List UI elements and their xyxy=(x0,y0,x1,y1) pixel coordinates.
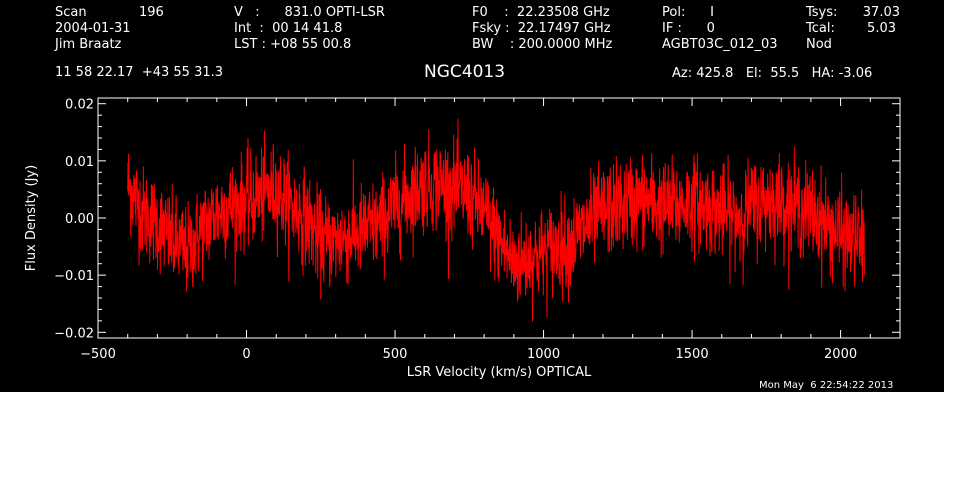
bandwidth-line: BW : 200.0000 MHz xyxy=(472,37,613,52)
integration-line: Int : 00 14 41.8 xyxy=(234,21,343,36)
y-tick-label: −0.01 xyxy=(54,269,94,284)
observer-name: Jim Braatz xyxy=(55,37,122,52)
spectrum-series-line xyxy=(127,118,865,322)
x-tick-label: 500 xyxy=(383,347,408,362)
y-tick-label: 0.00 xyxy=(65,212,94,227)
tcal-label: Tcal: xyxy=(806,21,835,36)
source-name: NGC4013 xyxy=(424,62,506,82)
x-tick-label: 1000 xyxy=(527,347,560,362)
tsys-label: Tsys: xyxy=(806,5,838,20)
polarization-line: Pol: I xyxy=(662,5,714,20)
pointing-info: Az: 425.8 El: 55.5 HA: -3.06 xyxy=(672,66,873,81)
render-timestamp: Mon May 6 22:54:22 2013 xyxy=(759,380,894,391)
x-tick-label: −500 xyxy=(80,347,116,362)
tsys-value: 37.03 xyxy=(862,5,900,20)
scan-label: Scan xyxy=(55,5,87,20)
y-tick-label: −0.02 xyxy=(54,326,94,341)
series-layer xyxy=(127,118,865,322)
sky-frequency-line: Fsky : 22.17497 GHz xyxy=(472,21,611,36)
x-tick-label: 0 xyxy=(242,347,250,362)
tcal-value: 5.03 xyxy=(867,21,896,36)
ticks-layer: −500 0 500 1000 1500 2000 −0.02 −0.01 0.00 0.01 0.… xyxy=(54,98,901,362)
spectrum-chart: −500 0 500 1000 1500 2000 −0.02 −0.01 0.00 0.01 0.… xyxy=(24,97,901,380)
project-id: AGBT03C_012_03 xyxy=(662,37,778,52)
x-tick-label: 1500 xyxy=(676,347,709,362)
observation-date: 2004-01-31 xyxy=(55,21,131,36)
velocity-line: V : 831.0 OPTI-LSR xyxy=(234,5,385,20)
source-coordinates: 11 58 22.17 +43 55 31.3 xyxy=(55,65,224,80)
y-axis-label: Flux Density (Jy) xyxy=(24,165,39,271)
x-axis-label: LSR Velocity (km/s) OPTICAL xyxy=(407,365,592,380)
y-tick-label: 0.02 xyxy=(65,98,94,113)
switching-mode: Nod xyxy=(806,37,832,52)
lst-line: LST : +08 55 00.8 xyxy=(234,37,352,52)
plot-panel: Scan 196 2004-01-31 Jim Braatz V : 831.0… xyxy=(0,0,944,392)
y-tick-label: 0.01 xyxy=(65,155,94,170)
rest-frequency-line: F0 : 22.23508 GHz xyxy=(472,5,610,20)
if-line: IF : 0 xyxy=(662,21,715,36)
scan-number: 196 xyxy=(139,5,164,20)
x-tick-label: 2000 xyxy=(824,347,857,362)
